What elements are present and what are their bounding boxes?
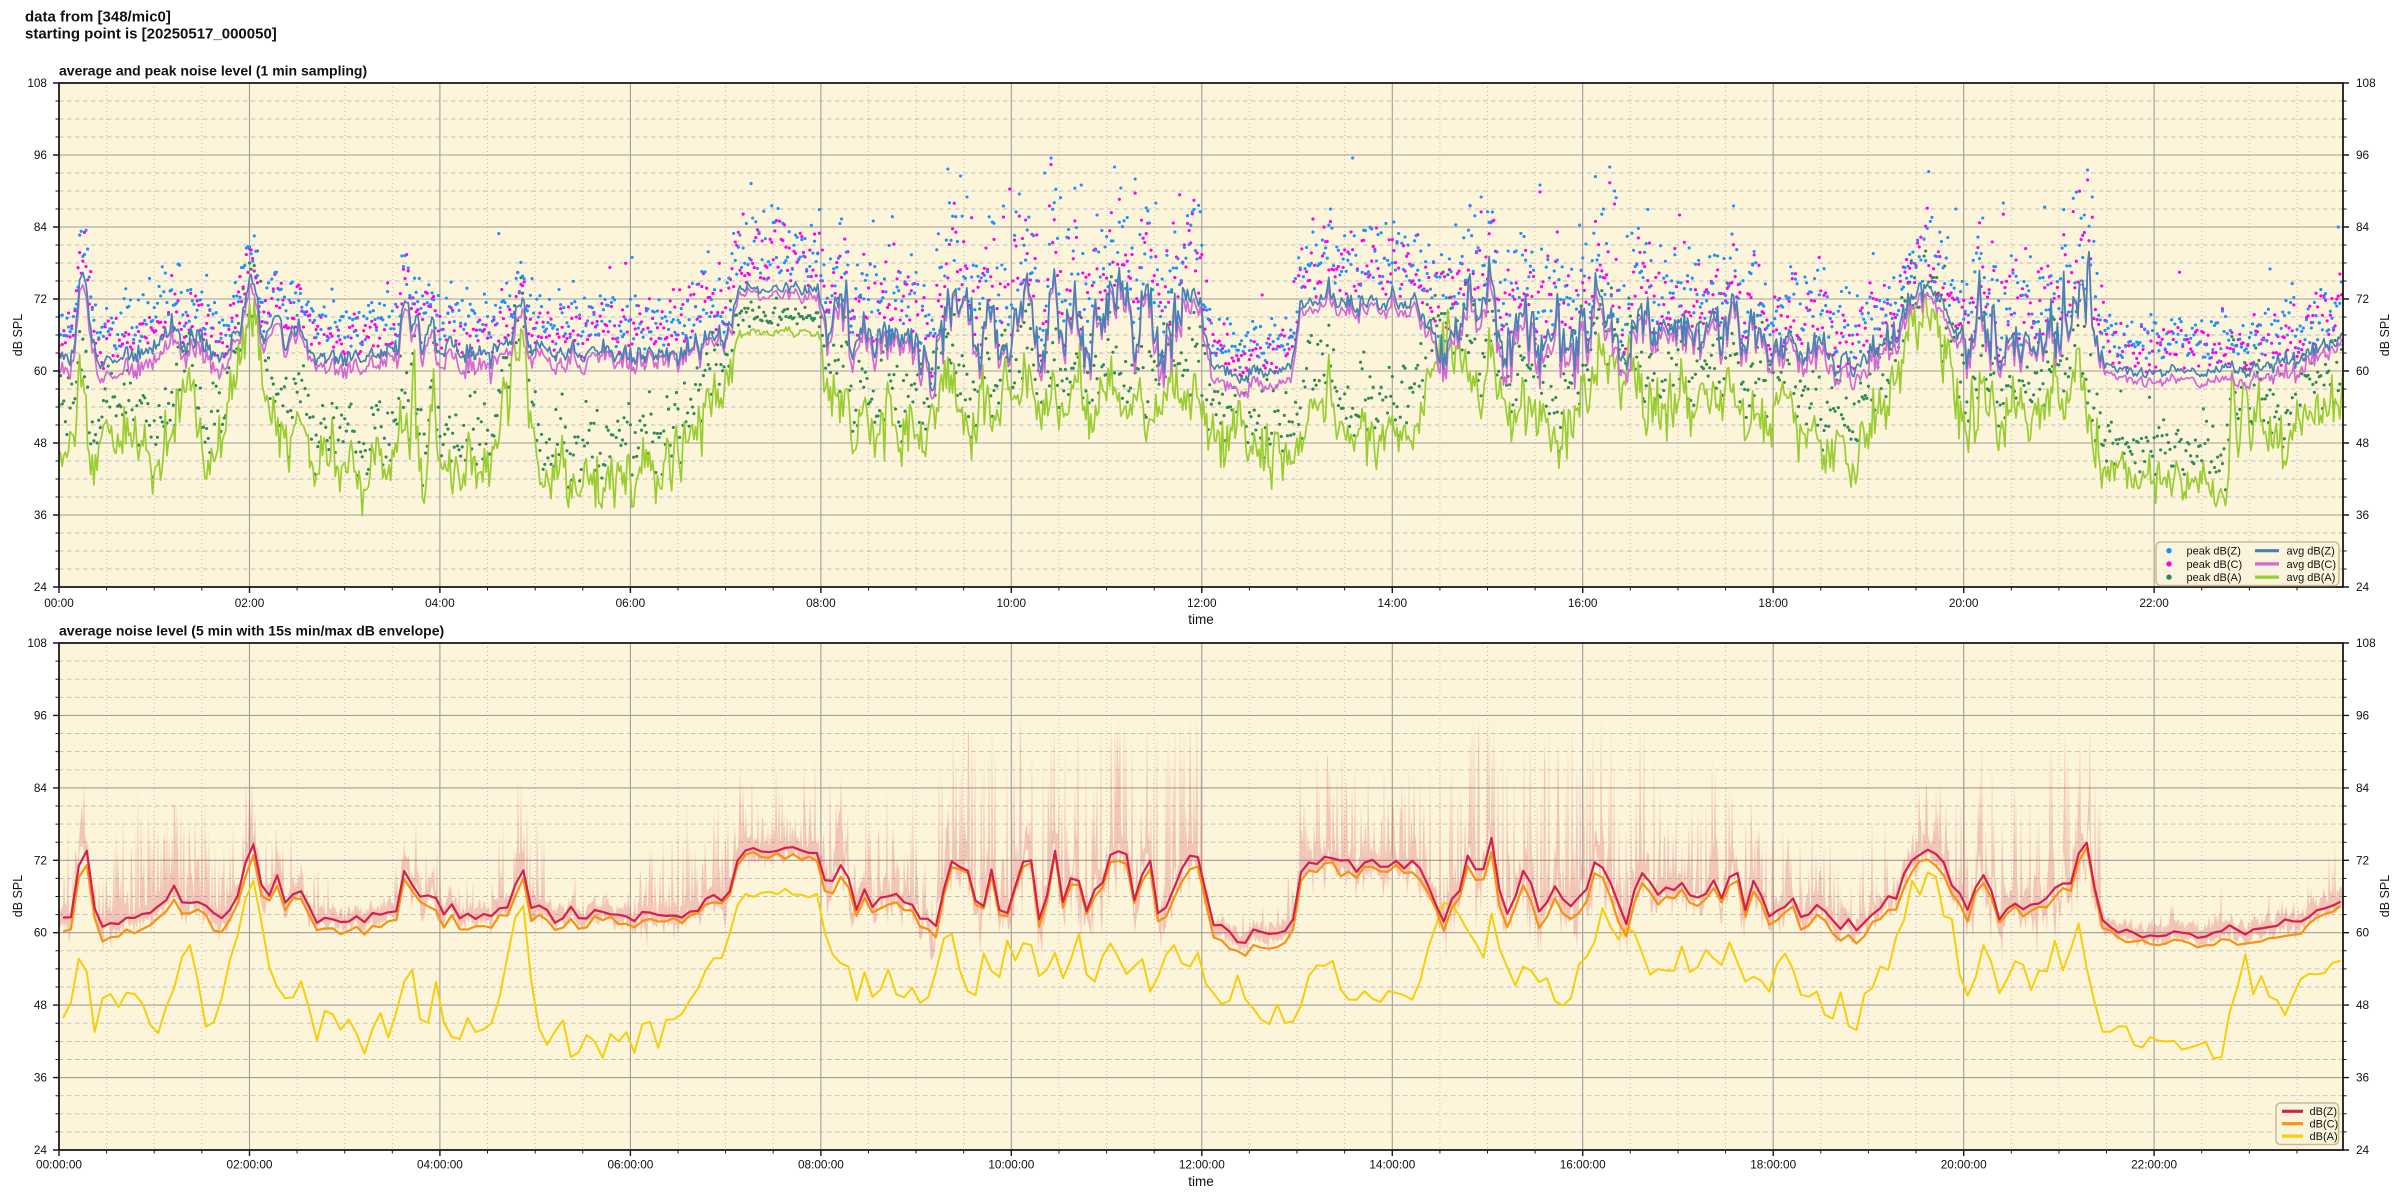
svg-text:02:00: 02:00	[235, 596, 265, 610]
svg-text:108: 108	[27, 636, 47, 650]
svg-text:dB SPL: dB SPL	[11, 875, 25, 917]
svg-text:peak dB(Z): peak dB(Z)	[2187, 546, 2241, 558]
svg-text:14:00: 14:00	[1378, 596, 1408, 610]
svg-text:24: 24	[2356, 1143, 2370, 1157]
svg-text:84: 84	[2356, 220, 2370, 234]
svg-text:108: 108	[27, 76, 47, 90]
svg-text:72: 72	[2356, 292, 2369, 306]
svg-text:48: 48	[2356, 998, 2370, 1012]
svg-text:16:00:00: 16:00:00	[1560, 1158, 1606, 1172]
svg-text:00:00: 00:00	[44, 596, 74, 610]
svg-text:16:00: 16:00	[1568, 596, 1598, 610]
svg-text:48: 48	[2356, 436, 2370, 450]
svg-text:84: 84	[34, 220, 48, 234]
svg-text:18:00: 18:00	[1758, 596, 1788, 610]
svg-text:72: 72	[34, 853, 47, 867]
svg-text:84: 84	[34, 781, 48, 795]
svg-text:108: 108	[2356, 76, 2376, 90]
svg-text:60: 60	[34, 926, 48, 940]
svg-text:00:00:00: 00:00:00	[36, 1158, 82, 1172]
svg-text:20:00: 20:00	[1949, 596, 1979, 610]
svg-text:peak dB(A): peak dB(A)	[2187, 572, 2242, 584]
svg-text:08:00: 08:00	[806, 596, 836, 610]
svg-text:96: 96	[34, 708, 48, 722]
svg-text:36: 36	[34, 1071, 48, 1085]
svg-text:24: 24	[34, 1143, 48, 1157]
svg-text:24: 24	[34, 580, 48, 594]
svg-text:08:00:00: 08:00:00	[798, 1158, 844, 1172]
svg-text:60: 60	[2356, 364, 2370, 378]
svg-text:48: 48	[34, 436, 48, 450]
svg-text:average noise level (5 min wit: average noise level (5 min with 15s min/…	[59, 623, 444, 639]
svg-text:time: time	[1188, 1174, 1214, 1189]
svg-text:avg dB(Z): avg dB(Z)	[2287, 546, 2335, 558]
svg-text:84: 84	[2356, 781, 2370, 795]
svg-text:96: 96	[34, 148, 48, 162]
svg-text:10:00: 10:00	[997, 596, 1027, 610]
svg-text:04:00: 04:00	[425, 596, 455, 610]
svg-text:06:00:00: 06:00:00	[607, 1158, 653, 1172]
svg-text:avg dB(A): avg dB(A)	[2287, 572, 2336, 584]
svg-text:04:00:00: 04:00:00	[417, 1158, 463, 1172]
svg-text:36: 36	[2356, 508, 2370, 522]
svg-text:10:00:00: 10:00:00	[988, 1158, 1034, 1172]
svg-text:12:00:00: 12:00:00	[1179, 1158, 1225, 1172]
svg-text:average and peak noise level (: average and peak noise level (1 min samp…	[59, 63, 367, 79]
svg-text:18:00:00: 18:00:00	[1750, 1158, 1796, 1172]
svg-text:dB SPL: dB SPL	[11, 314, 25, 356]
svg-text:time: time	[1188, 612, 1214, 627]
svg-text:12:00: 12:00	[1187, 596, 1217, 610]
svg-text:dB(C): dB(C)	[2310, 1119, 2339, 1131]
svg-text:starting point is [20250517_00: starting point is [20250517_000050]	[25, 26, 277, 43]
svg-text:72: 72	[2356, 853, 2369, 867]
svg-text:peak dB(C): peak dB(C)	[2187, 559, 2243, 571]
svg-text:data from [348/mic0]: data from [348/mic0]	[25, 9, 171, 26]
svg-text:60: 60	[2356, 926, 2370, 940]
svg-text:20:00:00: 20:00:00	[1941, 1158, 1987, 1172]
svg-text:60: 60	[34, 364, 48, 378]
svg-text:dB(Z): dB(Z)	[2310, 1106, 2338, 1118]
svg-text:36: 36	[2356, 1071, 2370, 1085]
svg-text:36: 36	[34, 508, 48, 522]
svg-text:06:00: 06:00	[616, 596, 646, 610]
svg-text:dB SPL: dB SPL	[2378, 314, 2392, 356]
svg-text:22:00:00: 22:00:00	[2131, 1158, 2177, 1172]
svg-text:96: 96	[2356, 148, 2370, 162]
svg-text:02:00:00: 02:00:00	[227, 1158, 273, 1172]
svg-text:72: 72	[34, 292, 47, 306]
svg-text:14:00:00: 14:00:00	[1369, 1158, 1415, 1172]
svg-text:dB SPL: dB SPL	[2378, 875, 2392, 917]
svg-text:avg dB(C): avg dB(C)	[2287, 559, 2337, 571]
svg-text:22:00: 22:00	[2139, 596, 2169, 610]
svg-text:24: 24	[2356, 580, 2370, 594]
svg-text:48: 48	[34, 998, 48, 1012]
svg-text:dB(A): dB(A)	[2310, 1131, 2338, 1143]
svg-text:108: 108	[2356, 636, 2376, 650]
svg-text:96: 96	[2356, 708, 2370, 722]
